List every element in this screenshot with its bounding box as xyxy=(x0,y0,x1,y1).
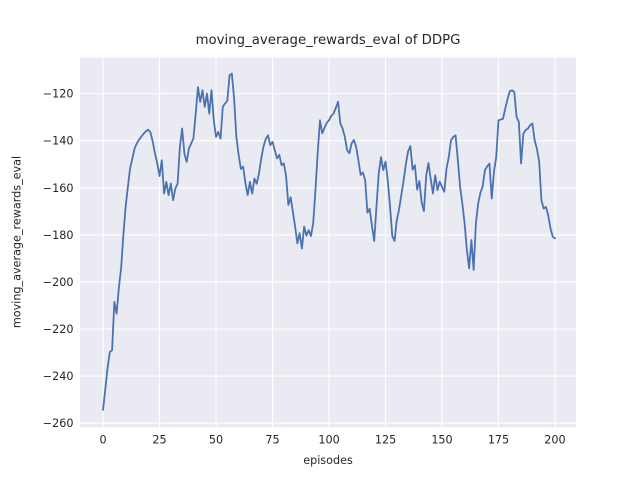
x-tick-label: 50 xyxy=(209,434,223,447)
y-tick-label: −120 xyxy=(43,88,74,101)
x-tick-label: 0 xyxy=(99,434,106,447)
y-tick-label: −180 xyxy=(43,229,74,242)
x-axis-label: episodes xyxy=(303,454,353,467)
x-tick-label: 25 xyxy=(152,434,166,447)
y-axis-label: moving_average_rewards_eval xyxy=(10,155,24,329)
axes-background xyxy=(80,57,576,428)
data-line-series xyxy=(102,72,556,411)
y-tick-label: −200 xyxy=(43,276,74,289)
y-tick-label: −260 xyxy=(43,417,74,430)
x-tick-label: 100 xyxy=(318,434,339,447)
x-tick-label: 150 xyxy=(431,434,452,447)
y-tick-label: −140 xyxy=(43,135,74,148)
x-tick-label: 75 xyxy=(265,434,279,447)
y-tick-label: −240 xyxy=(43,370,74,383)
y-tick-label: −220 xyxy=(43,323,74,336)
y-tick-label: −160 xyxy=(43,182,74,195)
x-tick-label: 200 xyxy=(544,434,565,447)
x-tick-label: 125 xyxy=(375,434,396,447)
x-tick-label: 175 xyxy=(488,434,509,447)
chart-title: moving_average_rewards_eval of DDPG xyxy=(195,33,461,48)
